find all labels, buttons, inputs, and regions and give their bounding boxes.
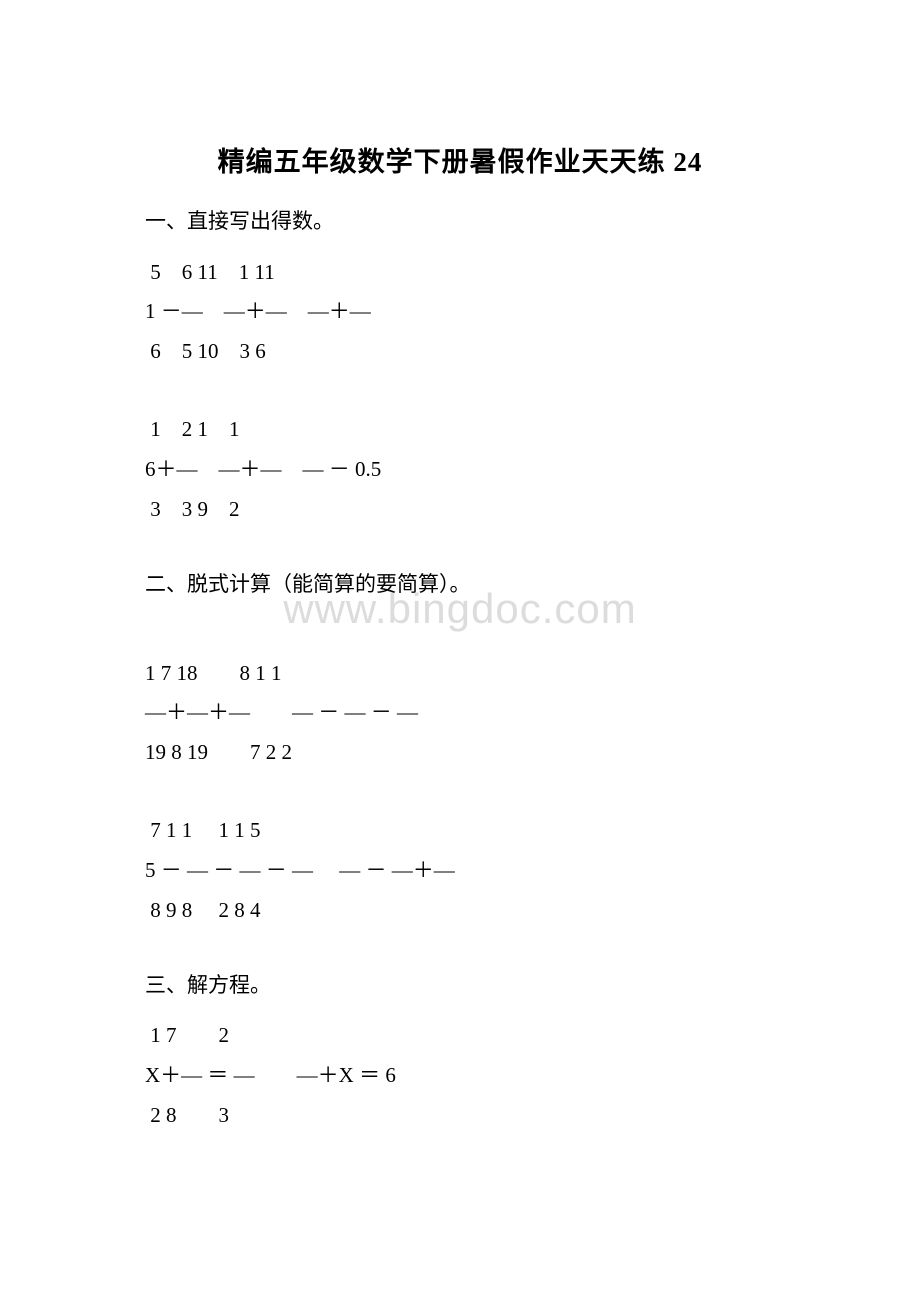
- math-line: 3 3 9 2: [145, 490, 775, 530]
- math-line: 7 1 1 1 1 5: [145, 811, 775, 851]
- math-line: X＋— ＝ — —＋X ＝ 6: [145, 1056, 775, 1096]
- math-line: 6＋— —＋— — － 0.5: [145, 450, 775, 490]
- math-line: 1 7 18 8 1 1: [145, 654, 775, 694]
- math-line: 19 8 19 7 2 2: [145, 733, 775, 773]
- section-3-heading: 三、解方程。: [145, 969, 775, 1003]
- math-line: 6 5 10 3 6: [145, 332, 775, 372]
- math-line: 5 － — － — － — — － —＋—: [145, 851, 775, 891]
- math-line: 8 9 8 2 8 4: [145, 891, 775, 931]
- math-line: 1 2 1 1: [145, 410, 775, 450]
- math-line: 5 6 11 1 11: [145, 253, 775, 293]
- math-line: 1 7 2: [145, 1016, 775, 1056]
- section-2-heading: 二、脱式计算（能简算的要简算）。: [145, 568, 775, 602]
- document-title: 精编五年级数学下册暑假作业天天练 24: [145, 140, 775, 179]
- math-line: —＋—＋— — － — － —: [145, 693, 775, 733]
- math-line: 1 －— —＋— —＋—: [145, 292, 775, 332]
- math-line: 2 8 3: [145, 1096, 775, 1136]
- document-content: 精编五年级数学下册暑假作业天天练 24 一、直接写出得数。 5 6 11 1 1…: [145, 140, 775, 1136]
- section-1-heading: 一、直接写出得数。: [145, 205, 775, 239]
